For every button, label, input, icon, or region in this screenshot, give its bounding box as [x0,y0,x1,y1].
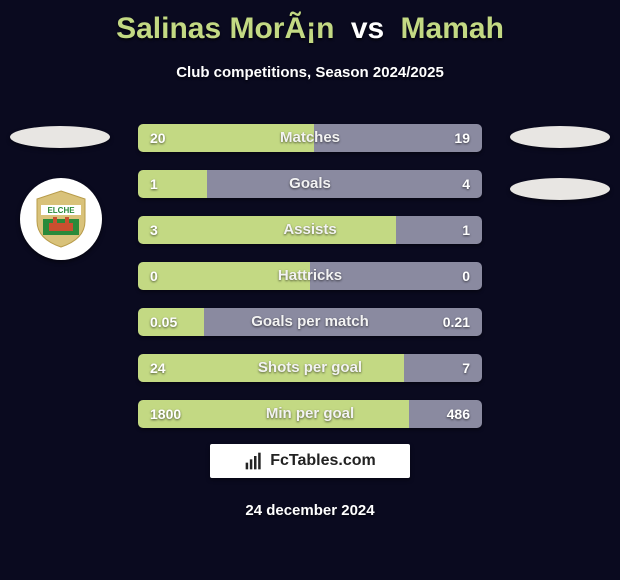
title-player1: Salinas MorÃ¡n [116,12,334,45]
stat-value-left: 20 [150,124,166,152]
page-title: Salinas MorÃ¡n vs Mamah [0,0,620,46]
stat-value-right: 19 [454,124,470,152]
stats-container: Matches2019Goals14Assists31Hattricks00Go… [138,124,482,446]
stat-value-right: 4 [462,170,470,198]
stat-label: Assists [138,216,482,244]
brand-box[interactable]: FcTables.com [210,444,410,478]
stat-label: Matches [138,124,482,152]
stat-value-left: 0 [150,262,158,290]
brand-chart-icon [244,451,264,471]
stat-label: Goals per match [138,308,482,336]
stat-value-left: 3 [150,216,158,244]
stat-row: Shots per goal24 7 [138,354,482,382]
stat-value-right: 0.21 [443,308,470,336]
stat-row: Min per goal1800 486 [138,400,482,428]
stat-value-left: 0.05 [150,308,177,336]
stat-value-left: 24 [150,354,166,382]
stat-value-left: 1800 [150,400,181,428]
stat-value-right: 0 [462,262,470,290]
club-badge-text: ELCHE [47,206,75,215]
player2-club-placeholder [510,178,610,200]
stat-value-right: 7 [462,354,470,382]
stat-label: Shots per goal [138,354,482,382]
player2-avatar-placeholder [510,126,610,148]
stat-value-right: 1 [462,216,470,244]
title-vs: vs [351,12,384,45]
brand-text: FcTables.com [270,452,376,470]
stat-row: Goals1 4 [138,170,482,198]
player1-club-badge: ELCHE [20,178,102,260]
footer-date: 24 december 2024 [0,502,620,519]
stat-row: Assists3 1 [138,216,482,244]
title-player2: Mamah [401,12,504,45]
stat-row: Hattricks0 0 [138,262,482,290]
stat-row: Matches20 19 [138,124,482,152]
stat-label: Min per goal [138,400,482,428]
stat-row: Goals per match0.05 0.21 [138,308,482,336]
stat-label: Hattricks [138,262,482,290]
stat-label: Goals [138,170,482,198]
subtitle: Club competitions, Season 2024/2025 [0,64,620,81]
player1-avatar-placeholder [10,126,110,148]
stat-value-right: 486 [447,400,470,428]
club-badge-icon: ELCHE [29,187,93,251]
stat-value-left: 1 [150,170,158,198]
